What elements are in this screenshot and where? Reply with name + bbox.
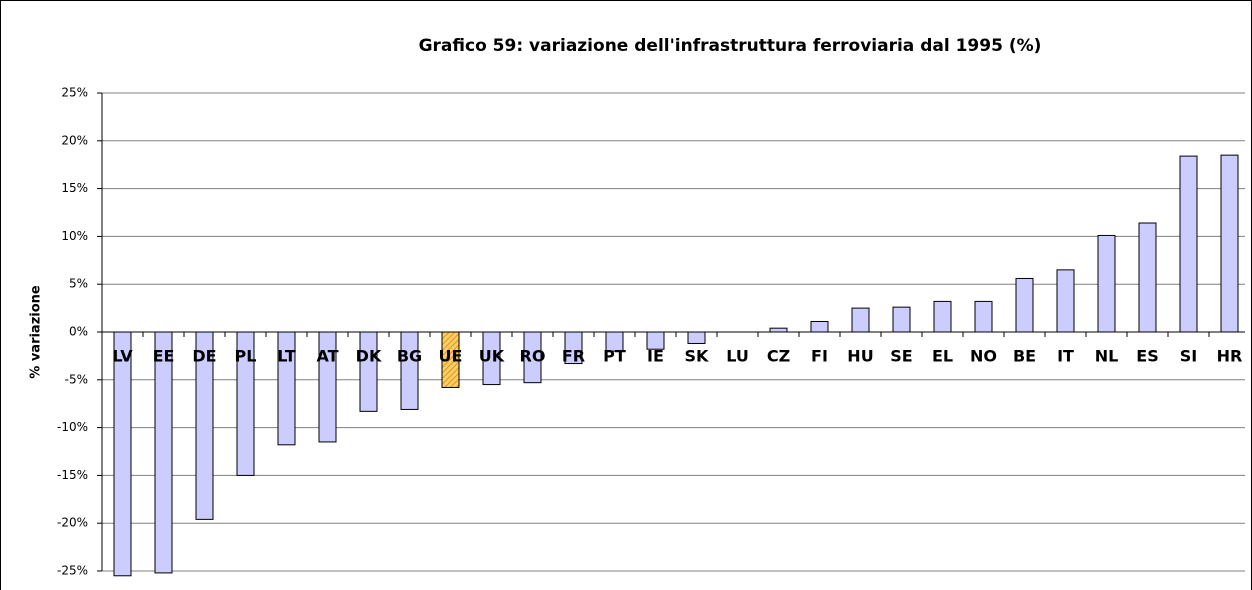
bar (482, 331, 501, 386)
bar (359, 331, 378, 412)
x-tick-label: LV (112, 347, 133, 366)
bar (523, 331, 542, 384)
y-tick-label: 5% (69, 277, 88, 291)
chart-title: Grafico 59: variazione dell'infrastruttu… (419, 36, 1042, 56)
y-tick-label: 0% (69, 325, 88, 339)
x-tick-label: NO (970, 347, 997, 366)
bar (1220, 154, 1239, 333)
bar (564, 331, 583, 365)
x-tick-label: DK (356, 347, 382, 366)
x-tick-label: NL (1095, 347, 1119, 366)
y-tick-label: -5% (65, 372, 88, 386)
x-tick-label: FR (562, 347, 585, 366)
y-tick-label: 10% (61, 229, 88, 243)
x-tick-label: PT (603, 347, 626, 366)
bar (769, 327, 788, 333)
y-tick-label: -10% (57, 420, 88, 434)
x-tick-label: AT (316, 347, 338, 366)
bar (1138, 222, 1157, 333)
bar (318, 331, 337, 443)
bar (277, 331, 296, 446)
y-axis-label: % variazione (29, 285, 44, 379)
bar (810, 320, 829, 333)
x-tick-label: SI (1180, 347, 1197, 366)
bar (1097, 234, 1116, 333)
x-tick-label: SK (685, 347, 710, 366)
x-tick-label: FI (811, 347, 828, 366)
x-tick-label: IT (1057, 347, 1074, 366)
x-tick-label: LU (726, 347, 749, 366)
bar (113, 331, 132, 577)
y-tick-label: 25% (61, 86, 88, 100)
y-tick-label: -25% (57, 564, 88, 578)
bar (441, 331, 460, 388)
x-tick-label: EE (153, 347, 175, 366)
bar (1056, 269, 1075, 333)
bar (933, 300, 952, 333)
x-tick-label: UK (479, 347, 505, 366)
y-tick-label: 20% (61, 133, 88, 147)
x-tick-label: HU (847, 347, 873, 366)
y-tick-label: 15% (61, 181, 88, 195)
bar (974, 300, 993, 333)
bar (236, 331, 255, 476)
bar (687, 331, 706, 344)
x-tick-label: UE (439, 347, 463, 366)
y-tick-label: -15% (57, 468, 88, 482)
bar (892, 306, 911, 333)
bar (851, 307, 870, 333)
x-tick-label: PL (235, 347, 257, 366)
bar (646, 331, 665, 350)
x-tick-label: CZ (767, 347, 790, 366)
x-tick-label: HR (1217, 347, 1243, 366)
bar (154, 331, 173, 574)
bar (1015, 277, 1034, 333)
x-tick-label: BG (397, 347, 422, 366)
x-tick-label: IE (647, 347, 664, 366)
bar (400, 331, 419, 410)
x-tick-label: ES (1136, 347, 1158, 366)
x-tick-label: SE (890, 347, 912, 366)
x-tick-label: EL (932, 347, 953, 366)
x-tick-label: DE (192, 347, 216, 366)
bar (195, 331, 214, 520)
x-tick-label: BE (1013, 347, 1036, 366)
x-tick-label: RO (520, 347, 546, 366)
x-tick-label: LT (277, 347, 296, 366)
bar (1179, 155, 1198, 333)
y-tick-label: -20% (57, 516, 88, 530)
bar (605, 331, 624, 352)
